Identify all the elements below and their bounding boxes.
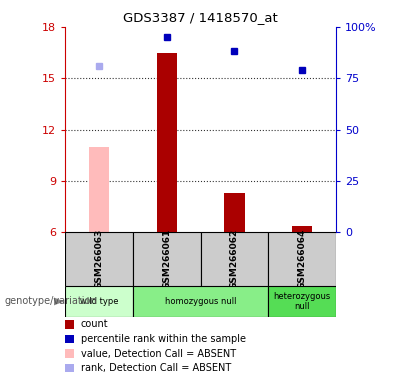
Text: value, Detection Call = ABSENT: value, Detection Call = ABSENT (81, 349, 236, 359)
Bar (89, 147, 109, 232)
FancyBboxPatch shape (268, 232, 336, 286)
Bar (292, 226, 312, 232)
Text: heterozygous
null: heterozygous null (273, 292, 331, 311)
FancyBboxPatch shape (268, 286, 336, 317)
Title: GDS3387 / 1418570_at: GDS3387 / 1418570_at (123, 11, 278, 24)
Text: GSM266064: GSM266064 (298, 229, 307, 290)
FancyBboxPatch shape (65, 286, 133, 317)
FancyBboxPatch shape (201, 232, 268, 286)
Text: percentile rank within the sample: percentile rank within the sample (81, 334, 246, 344)
Text: wild type: wild type (80, 297, 118, 306)
Text: GSM266063: GSM266063 (94, 229, 103, 289)
FancyBboxPatch shape (65, 232, 133, 286)
FancyBboxPatch shape (133, 232, 201, 286)
Text: count: count (81, 319, 108, 329)
Text: genotype/variation: genotype/variation (4, 296, 97, 306)
Text: homozygous null: homozygous null (165, 297, 236, 306)
Bar (224, 193, 244, 232)
Polygon shape (54, 297, 64, 306)
FancyBboxPatch shape (133, 286, 268, 317)
Text: GSM266061: GSM266061 (162, 229, 171, 289)
Text: rank, Detection Call = ABSENT: rank, Detection Call = ABSENT (81, 363, 231, 373)
Text: GSM266062: GSM266062 (230, 229, 239, 289)
Bar (157, 53, 177, 232)
